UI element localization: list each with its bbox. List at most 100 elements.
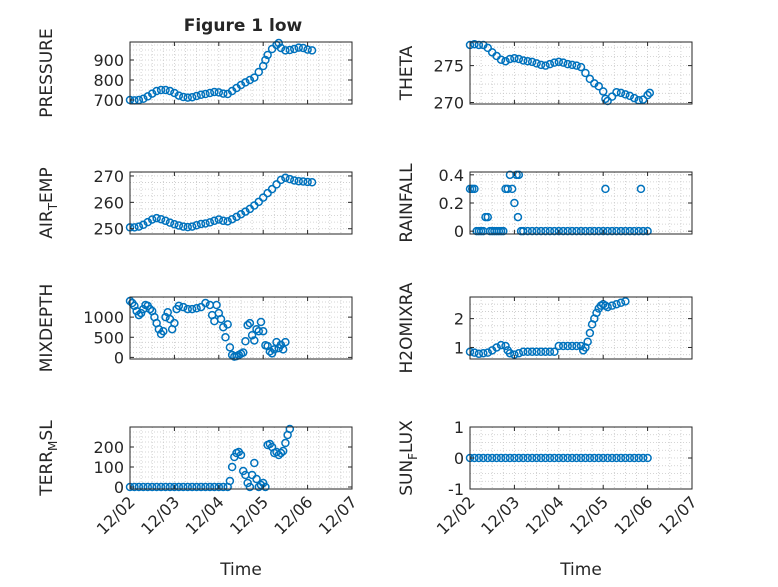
data-point bbox=[245, 482, 255, 492]
data-point bbox=[621, 453, 630, 463]
data-point bbox=[545, 59, 555, 69]
data-point bbox=[598, 87, 608, 96]
data-point bbox=[156, 85, 166, 95]
data-point bbox=[307, 178, 317, 187]
data-point bbox=[510, 198, 519, 208]
data-point bbox=[294, 43, 303, 52]
data-point bbox=[554, 453, 564, 463]
data-point bbox=[541, 453, 550, 463]
data-point bbox=[139, 94, 148, 104]
data-point bbox=[507, 184, 517, 194]
data-point bbox=[583, 337, 592, 346]
data-point bbox=[303, 177, 312, 187]
data-point bbox=[196, 482, 206, 492]
data-point bbox=[225, 343, 235, 352]
data-point bbox=[612, 87, 621, 97]
data-point bbox=[270, 345, 279, 354]
data-point bbox=[236, 80, 246, 90]
data-point bbox=[281, 46, 290, 55]
data-point bbox=[616, 226, 626, 236]
data-point bbox=[558, 226, 568, 236]
data-point bbox=[201, 219, 210, 228]
data-point bbox=[643, 90, 652, 100]
data-point bbox=[272, 180, 281, 189]
data-point bbox=[276, 43, 286, 53]
data-point bbox=[576, 62, 586, 72]
data-point bbox=[625, 91, 635, 101]
data-point bbox=[187, 92, 197, 102]
data-point bbox=[187, 482, 197, 492]
x-tick-label: 12/06 bbox=[610, 492, 656, 538]
data-point bbox=[145, 304, 155, 314]
data-point bbox=[590, 226, 599, 236]
data-point bbox=[621, 90, 630, 99]
data-point bbox=[147, 215, 157, 224]
data-point bbox=[130, 223, 139, 232]
data-point bbox=[572, 61, 581, 70]
data-point bbox=[505, 54, 515, 64]
data-point bbox=[532, 453, 541, 463]
data-point bbox=[187, 222, 197, 231]
data-point bbox=[550, 453, 559, 463]
y-axis-label: RAINFALL bbox=[397, 163, 417, 243]
data-point bbox=[210, 482, 219, 492]
data-point bbox=[554, 226, 564, 236]
y-tick-label: 500 bbox=[93, 328, 124, 347]
data-point bbox=[532, 226, 541, 236]
data-point bbox=[152, 86, 161, 96]
data-point bbox=[581, 226, 590, 236]
data-point bbox=[603, 226, 612, 236]
data-point bbox=[216, 314, 226, 324]
data-point bbox=[514, 453, 524, 463]
data-point bbox=[603, 96, 612, 106]
y-tick-label: 900 bbox=[93, 51, 124, 70]
data-point bbox=[567, 453, 577, 463]
data-point bbox=[638, 95, 648, 104]
data-point bbox=[483, 453, 493, 463]
data-point bbox=[159, 326, 168, 336]
data-point bbox=[558, 453, 568, 463]
data-point bbox=[303, 45, 312, 54]
data-point bbox=[492, 343, 501, 352]
data-point bbox=[139, 482, 148, 492]
x-tick-label: 12/02 bbox=[433, 492, 479, 538]
y-tick-label: 800 bbox=[93, 71, 124, 90]
data-point bbox=[527, 57, 537, 67]
data-point bbox=[281, 438, 290, 448]
data-point bbox=[254, 197, 264, 207]
data-point bbox=[192, 304, 201, 313]
data-point bbox=[576, 453, 586, 463]
y-axis-label: H2OMIXRA bbox=[397, 282, 417, 373]
data-point bbox=[625, 453, 635, 463]
data-point bbox=[585, 328, 595, 338]
data-point bbox=[241, 207, 250, 216]
data-point bbox=[545, 453, 555, 463]
data-point bbox=[612, 453, 621, 463]
data-point bbox=[256, 317, 266, 327]
data-point bbox=[607, 453, 617, 463]
data-point bbox=[585, 226, 595, 236]
data-point bbox=[536, 453, 546, 463]
data-point bbox=[492, 453, 501, 463]
data-point bbox=[250, 458, 259, 468]
data-point bbox=[636, 184, 646, 194]
data-point bbox=[285, 174, 295, 184]
data-point bbox=[247, 330, 257, 340]
data-point bbox=[519, 347, 528, 357]
subplot-air-temp: 250 260 270 AIRTEMP bbox=[37, 167, 353, 239]
data-point bbox=[223, 217, 232, 226]
data-point bbox=[221, 333, 230, 342]
data-point bbox=[250, 73, 259, 82]
data-point bbox=[298, 177, 308, 186]
x-tick-label: 12/05 bbox=[566, 492, 612, 538]
data-point bbox=[479, 453, 488, 463]
data-point bbox=[496, 453, 506, 463]
data-point bbox=[505, 453, 515, 463]
data-point bbox=[134, 222, 144, 231]
y-tick-label: 0 bbox=[114, 348, 124, 367]
data-point bbox=[607, 301, 617, 310]
data-point bbox=[567, 341, 577, 351]
x-tick-label: 12/04 bbox=[522, 492, 568, 538]
data-point bbox=[245, 318, 255, 328]
